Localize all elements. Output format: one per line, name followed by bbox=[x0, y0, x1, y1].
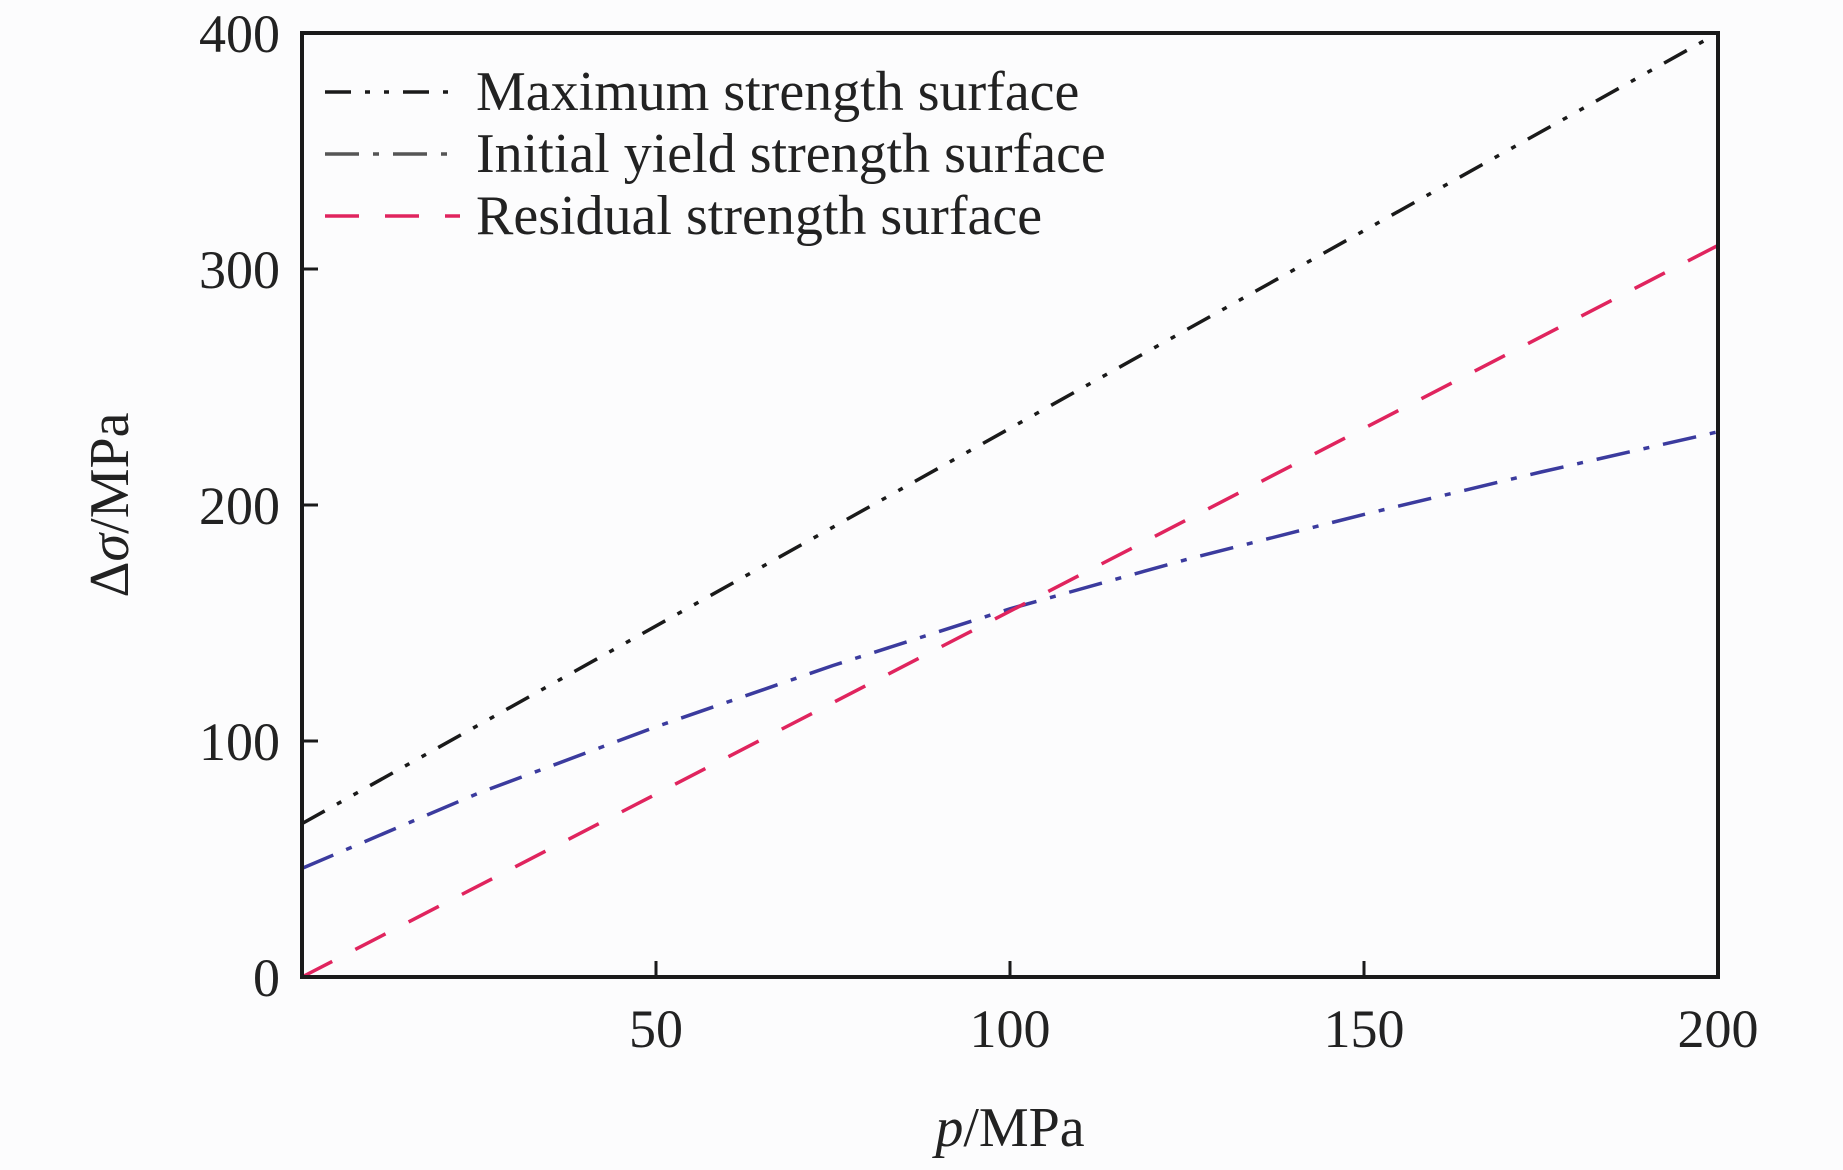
series-line-2 bbox=[301, 430, 1719, 871]
y-axis-title-delta: Δ bbox=[79, 561, 141, 597]
legend-label-1: Maximum strength surface bbox=[476, 61, 1079, 123]
x-tick-label: 50 bbox=[629, 999, 683, 1059]
y-tick-label: 100 bbox=[199, 712, 280, 772]
y-tick-label: 0 bbox=[253, 948, 280, 1008]
series-line-1 bbox=[301, 31, 1719, 826]
legend-label-3: Residual strength surface bbox=[476, 185, 1042, 247]
y-tick-label: 400 bbox=[199, 4, 280, 64]
x-tick-label: 150 bbox=[1324, 999, 1405, 1059]
series-line-3 bbox=[301, 243, 1719, 979]
x-axis-title-unit: /MPa bbox=[963, 1097, 1084, 1159]
y-axis-title-unit: /MPa bbox=[79, 412, 141, 533]
x-axis-title: p/MPa bbox=[931, 1097, 1084, 1159]
y-axis-title-symbol: σ bbox=[79, 531, 141, 561]
y-tick-label: 300 bbox=[199, 240, 280, 300]
x-tick-label: 100 bbox=[970, 999, 1051, 1059]
y-tick-label: 200 bbox=[199, 476, 280, 536]
x-tick-label: 200 bbox=[1678, 999, 1759, 1059]
y-axis-title: Δσ/MPa bbox=[79, 412, 141, 597]
legend-label-2: Initial yield strength surface bbox=[476, 123, 1106, 185]
x-axis-title-symbol: p bbox=[931, 1097, 963, 1159]
axes: 50 100 150 200 0 100 200 300 400 bbox=[199, 4, 1759, 1059]
plot-marks bbox=[301, 31, 1719, 979]
